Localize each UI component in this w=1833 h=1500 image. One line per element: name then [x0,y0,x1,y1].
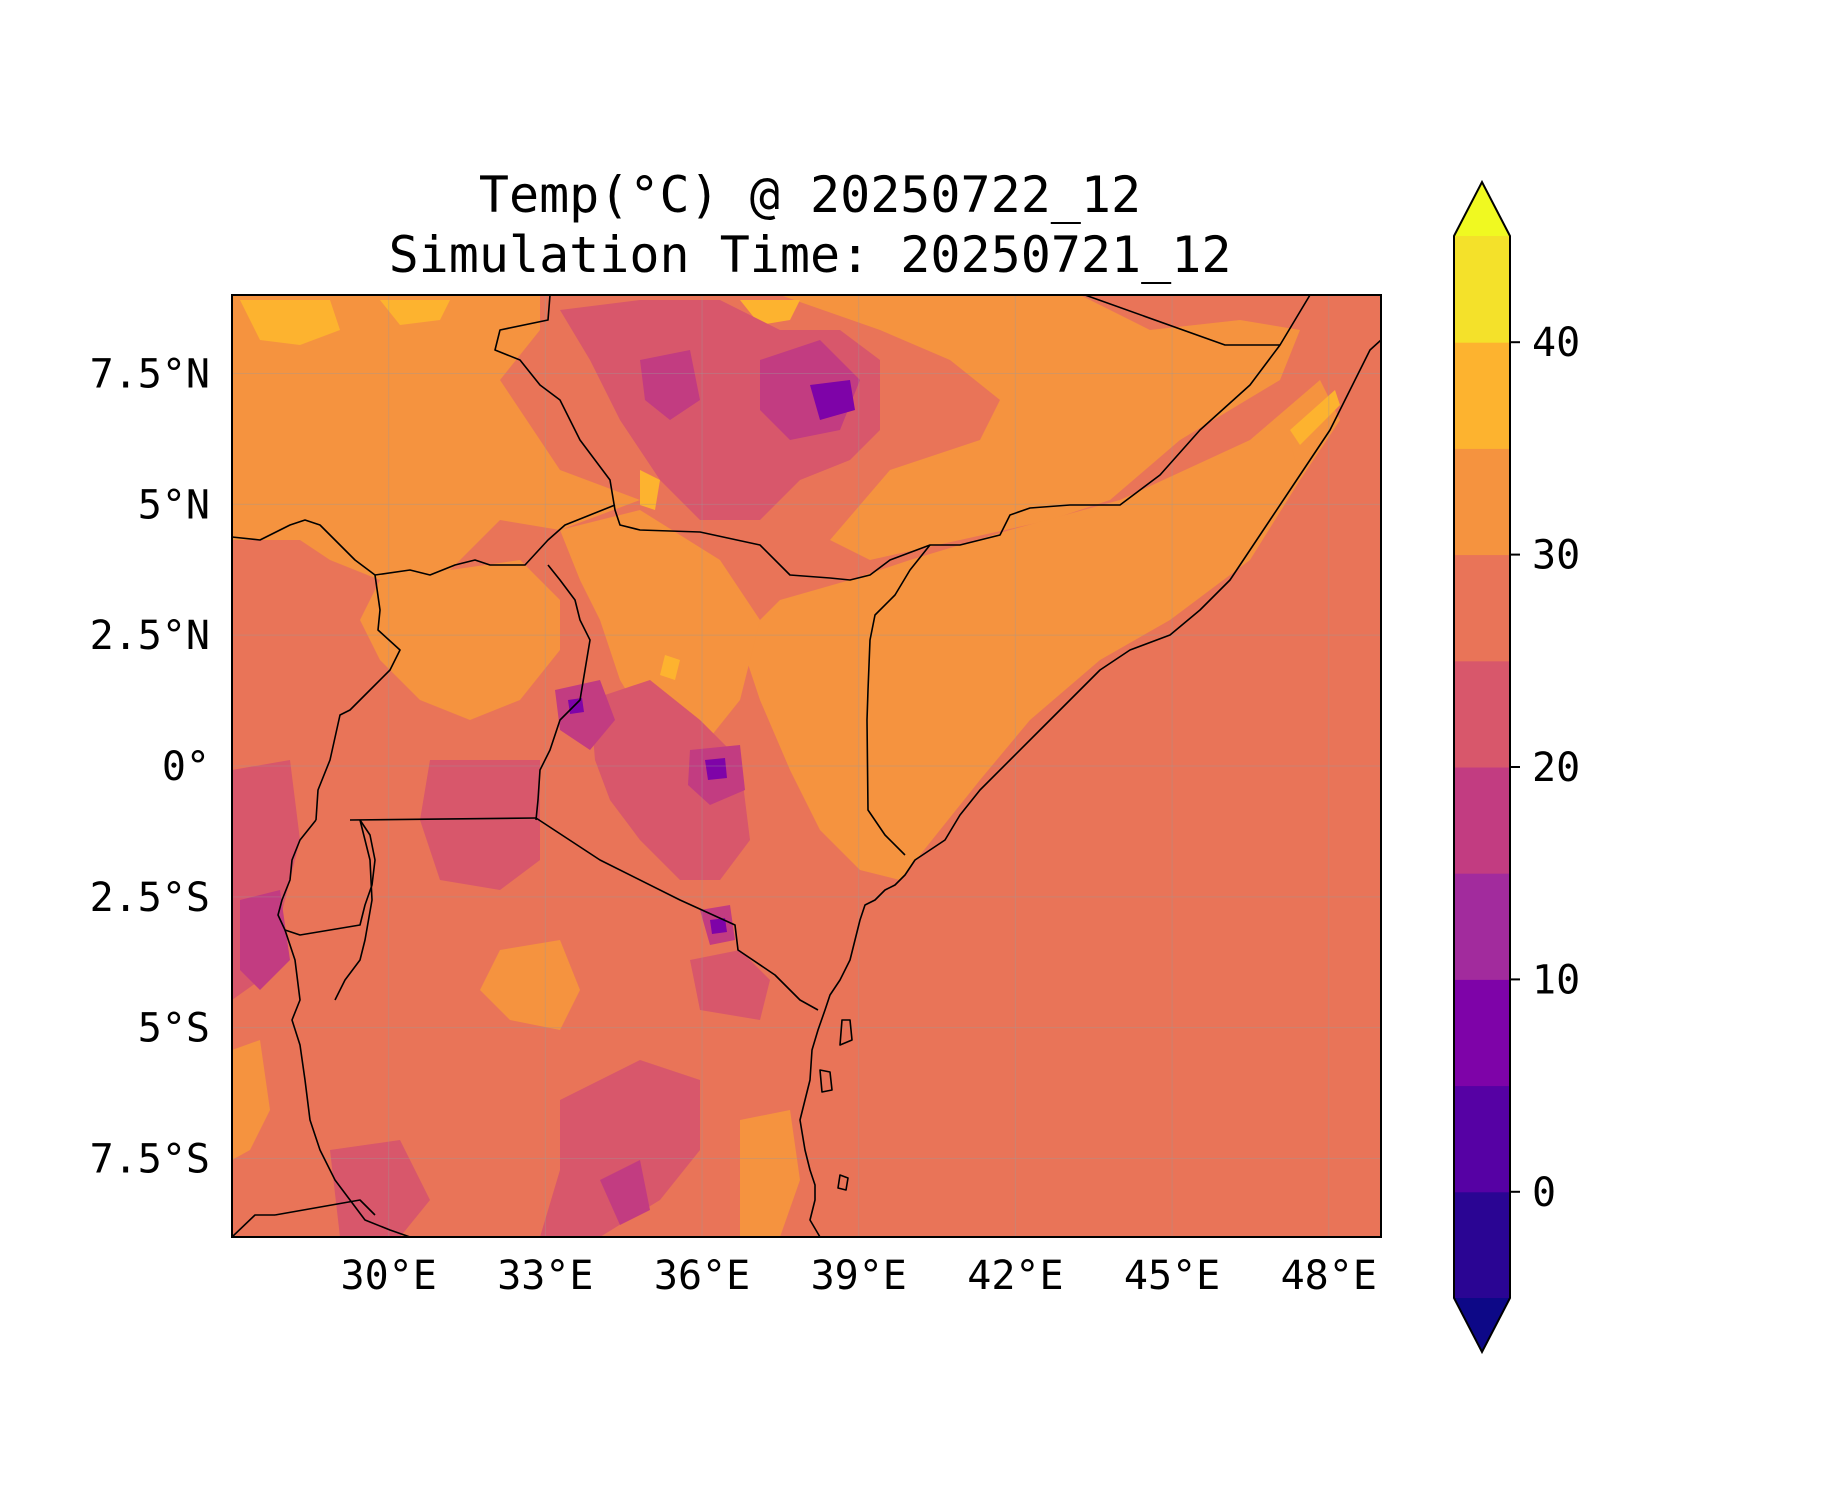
colorbar-tick-label: 30 [1532,533,1580,579]
border-uganda-south-sudan [315,574,401,821]
field-patch-mt-kenya-core [705,758,727,780]
map-title-line-2: Simulation Time: 20250721_12 [388,226,1232,284]
temperature-field [232,295,1340,1237]
map-frame [231,294,1382,1238]
latitude-tick-label: 0° [162,744,210,790]
colorbar-segment [1454,1085,1510,1193]
zanzibar-island [839,1019,853,1046]
border-kenya-uganda [535,564,591,821]
field-patch-kenya-highlands [590,680,750,880]
border-somalia-ethiopia-north [1084,295,1280,346]
longitude-tick-label: 30°E [341,1253,437,1299]
longitude-tick-label: 45°E [1124,1253,1220,1299]
latitude-tick-label: 5°N [138,482,210,528]
longitude-tick-label: 39°E [811,1253,907,1299]
longitude-tick-label: 48°E [1281,1253,1377,1299]
colorbar: 0 10 20 30 40 [1453,179,1580,1355]
field-patch-tanzania-south [540,1060,700,1237]
field-patch-kilimanjaro-area [690,950,770,1020]
field-patch-hot-northwest [240,300,340,345]
border-southwest [232,1214,275,1237]
coastline [799,339,1381,1237]
field-patch-coast-north [1290,410,1340,460]
field-patch-tanzania-plateau [480,940,580,1030]
border-lake-victoria-south [349,817,537,821]
map-area[interactable] [232,295,1381,1237]
latitude-tick-label: 2.5°N [90,613,210,659]
field-patch-ethiopia-peak-2 [640,350,700,420]
longitude-tick-label: 42°E [967,1253,1063,1299]
longitude-tick-label: 33°E [497,1253,593,1299]
border-kenya-tanzania [535,817,819,1011]
colorbar-tick-label: 0 [1532,1170,1556,1216]
colorbar-segment [1454,979,1510,1087]
colorbar-extend-over [1454,182,1510,236]
colorbar-segment [1454,342,1510,449]
border-zambia [274,1199,376,1216]
longitude-tick-labels: 30°E 33°E 36°E 39°E 42°E 45°E 48°E [341,1253,1377,1299]
border-rwanda-burundi [277,819,376,936]
colorbar-segment [1454,1191,1510,1299]
longitude-tick-label: 36°E [654,1253,750,1299]
colorbar-segment [1454,873,1510,980]
colorbar-tick-label: 10 [1532,957,1580,1003]
field-patch-west-edge [232,1040,270,1160]
colorbar-segment [1454,236,1510,343]
field-patch-south-highlands [330,1140,430,1237]
latitude-tick-label: 5°S [138,1006,210,1052]
field-patch-ethiopia-lowland [780,295,1300,560]
colorbar-segment [1454,767,1510,874]
colorbar-outline [1453,179,1511,1355]
pemba-island [819,1069,833,1093]
field-patch-mozambique [740,1110,800,1237]
field-patch-somalia-interior [740,380,1340,880]
map-title-line-1: Temp(°C) @ 20250722_12 [478,166,1142,224]
field-patch-uganda-north [360,560,560,720]
map-gridlines [232,295,1381,1237]
colorbar-segment [1454,660,1510,768]
border-kenya-somalia [866,544,931,856]
colorbar-tick-label: 40 [1532,320,1580,366]
latitude-tick-label: 7.5°S [90,1137,210,1183]
field-patch-sudan-plain [232,295,640,580]
border-drc-lake [334,819,373,1001]
field-patch-hot-somalia-coast [1290,390,1340,445]
colorbar-segment [1454,448,1510,556]
mafia-island [837,1174,849,1191]
field-patch-kili-core [710,918,727,934]
latitude-tick-labels: 7.5°N 5°N 2.5°N 0° 2.5°S 5°S 7.5°S [90,352,210,1183]
border-sudan-south-sudan [232,504,616,576]
field-patch-hot-kenya [660,655,680,680]
field-patch-northern-kenya [560,510,760,750]
border-south-sudan-ethiopia [490,295,1311,581]
map-boundaries [232,295,1381,1237]
field-patch-hot-south-sudan [640,470,660,510]
field-patch-elgon-core [568,698,584,714]
field-patch-lake-victoria [420,760,540,890]
colorbar-extend-under [1454,1298,1510,1352]
field-patch-ethiopia-core [810,380,855,420]
field-patch-elgon [555,680,615,750]
field-patch-hot-sudan [380,300,450,325]
latitude-tick-label: 2.5°S [90,875,210,921]
border-tanzania-west [284,929,411,1237]
colorbar-tick-label: 20 [1532,745,1580,791]
colorbar-segment [1454,554,1510,662]
field-patch-south-peak [600,1160,650,1225]
latitude-tick-label: 7.5°N [90,352,210,398]
